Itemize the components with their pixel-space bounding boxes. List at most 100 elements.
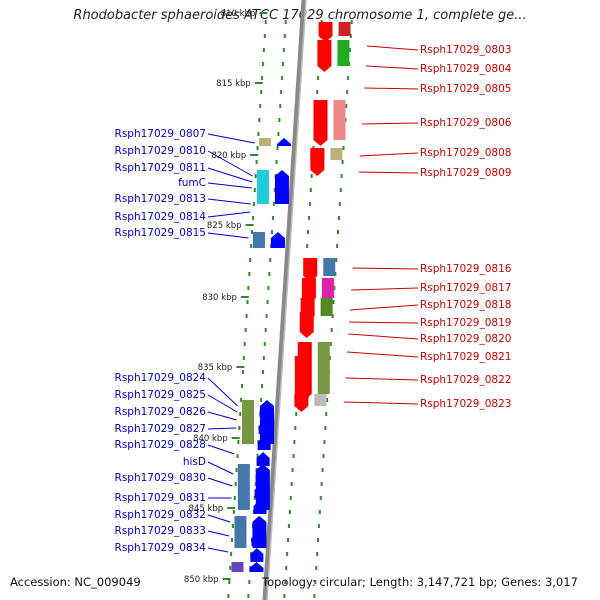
- reverse-gene-arrow: [249, 562, 264, 572]
- ring-dash: [254, 174, 257, 178]
- reverse-gene-label: fumC: [178, 177, 206, 189]
- reverse-gene-arrow: [258, 420, 272, 434]
- reverse-gene-arrow: [251, 532, 265, 546]
- ring-dash: [227, 594, 230, 598]
- ring-dash: [277, 132, 280, 136]
- ring-dash: [228, 580, 231, 584]
- ring-dash: [324, 426, 327, 430]
- ring-dash: [315, 566, 318, 570]
- ring-dash: [239, 412, 242, 416]
- ring-dash: [238, 426, 241, 430]
- forward-feature-box: [323, 258, 336, 276]
- forward-gene-arrow: [313, 100, 328, 146]
- ring-dash: [278, 118, 281, 122]
- forward-gene-label: Rsph17029_0817: [420, 282, 511, 294]
- reverse-leader-line: [207, 411, 237, 421]
- reverse-gene-label: Rsph17029_0826: [115, 406, 207, 418]
- ring-dash: [263, 342, 266, 346]
- forward-feature-box: [330, 148, 343, 160]
- forward-gene-label: Rsph17029_0823: [420, 398, 511, 410]
- reverse-gene-label: Rsph17029_0810: [115, 145, 206, 157]
- ring-dash: [245, 314, 248, 318]
- ring-dash: [334, 272, 337, 276]
- ring-dash: [243, 342, 246, 346]
- ring-dash: [317, 524, 320, 528]
- ring-dash: [266, 300, 269, 304]
- reverse-leader-line: [207, 444, 235, 455]
- forward-gene-arrow: [310, 148, 325, 176]
- forward-feature-box: [317, 342, 330, 394]
- ring-dash: [260, 398, 263, 402]
- reverse-leader-line: [207, 211, 251, 218]
- reverse-gene-arrow: [256, 452, 270, 466]
- ring-dash: [231, 538, 234, 542]
- ring-dash: [326, 398, 329, 402]
- forward-leader-line: [358, 171, 419, 174]
- ring-dash: [256, 146, 259, 150]
- reverse-leader-line: [207, 530, 230, 537]
- forward-gene-label: Rsph17029_0819: [420, 317, 511, 329]
- forward-leader-line: [343, 401, 419, 405]
- ring-dash: [330, 328, 333, 332]
- reverse-gene-arrow: [257, 436, 271, 450]
- ring-dash: [329, 342, 332, 346]
- ring-dash: [236, 454, 239, 458]
- ring-dash: [348, 48, 351, 52]
- ring-dash: [275, 160, 278, 164]
- forward-gene-label: Rsph17029_0818: [420, 299, 511, 311]
- ring-dash: [319, 496, 322, 500]
- reverse-leader-line: [207, 377, 238, 407]
- ring-dash: [254, 482, 257, 486]
- ring-dash: [246, 300, 249, 304]
- ring-dash: [265, 314, 268, 318]
- forward-leader-line: [359, 152, 419, 157]
- scale-tick-label: 810 kbp: [221, 9, 256, 19]
- ring-dash: [253, 188, 256, 192]
- ring-dash: [262, 48, 265, 52]
- ring-dash: [264, 328, 267, 332]
- ring-dash: [273, 188, 276, 192]
- ring-dash: [256, 454, 259, 458]
- forward-leader-line: [352, 267, 419, 270]
- forward-gene-label: Rsph17029_0820: [420, 333, 511, 345]
- forward-gene-label: Rsph17029_0803: [420, 44, 511, 56]
- ring-dash: [313, 594, 316, 598]
- reverse-gene-label: Rsph17029_0830: [115, 472, 206, 484]
- ring-dash: [251, 216, 254, 220]
- ring-dash: [336, 244, 339, 248]
- reverse-feature-box: [234, 516, 247, 548]
- ring-dash: [320, 482, 323, 486]
- reverse-gene-arrow: [277, 138, 292, 146]
- reverse-leader-line: [207, 427, 237, 430]
- genome-backbone: [262, 0, 307, 600]
- ring-dash: [259, 104, 262, 108]
- ring-dash: [263, 34, 266, 38]
- ring-dash: [248, 580, 251, 584]
- ring-dash: [269, 258, 272, 262]
- forward-gene-arrow: [299, 312, 314, 338]
- reverse-gene-label: Rsph17029_0827: [115, 423, 206, 435]
- ring-dash: [318, 510, 321, 514]
- forward-feature-box: [337, 40, 350, 66]
- ring-dash: [282, 48, 285, 52]
- ring-dash: [262, 356, 265, 360]
- ring-dash: [289, 496, 292, 500]
- ring-dash: [307, 230, 310, 234]
- reverse-leader-line: [207, 133, 255, 144]
- ring-dash: [240, 398, 243, 402]
- ring-dash: [229, 566, 232, 570]
- reverse-feature-box: [231, 562, 244, 572]
- ring-dash: [341, 160, 344, 164]
- forward-gene-arrow: [318, 22, 333, 42]
- forward-leader-line: [347, 351, 419, 358]
- ring-dash: [281, 62, 284, 66]
- reverse-leader-line: [207, 394, 238, 413]
- ring-dash: [321, 468, 324, 472]
- ring-dash: [271, 230, 274, 234]
- scale-tick-label: 830 kbp: [202, 293, 237, 303]
- reverse-gene-label: Rsph17029_0831: [115, 492, 206, 504]
- ring-dash: [241, 370, 244, 374]
- ring-dash: [242, 356, 245, 360]
- ring-dash: [337, 216, 340, 220]
- forward-gene-label: Rsph17029_0821: [420, 351, 511, 363]
